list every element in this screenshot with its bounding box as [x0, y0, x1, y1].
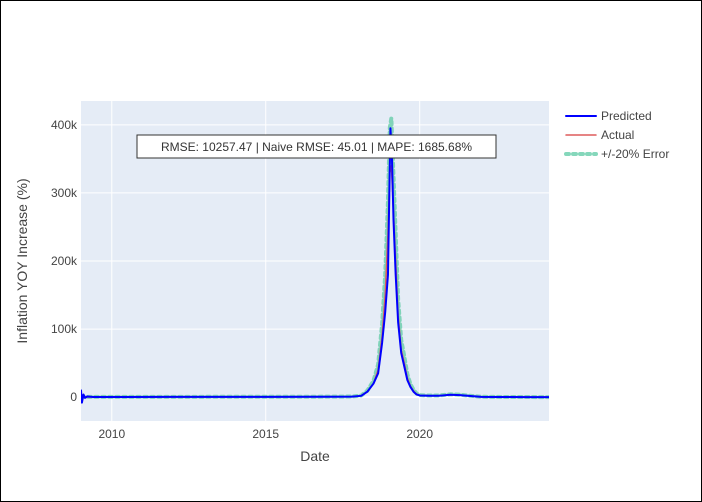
annotation-box: RMSE: 10257.47 | Naive RMSE: 45.01 | MAP… — [136, 134, 497, 159]
y-tick-label: 300k — [51, 186, 78, 200]
x-axis-title: Date — [300, 448, 330, 464]
annotation-text: RMSE: 10257.47 | Naive RMSE: 45.01 | MAP… — [161, 140, 472, 154]
legend: Predicted Actual +/-20% Error — [564, 109, 669, 161]
x-tick-label: 2020 — [406, 427, 433, 441]
y-axis-title: Inflation YOY Increase (%) — [14, 178, 30, 343]
y-tick-label: 100k — [51, 322, 78, 336]
series-line-predicted — [81, 127, 549, 404]
y-tick-label: 0 — [70, 390, 77, 404]
legend-label: Predicted — [601, 109, 652, 123]
x-tick-label: 2010 — [98, 427, 125, 441]
tick-labels: 2010 2015 2020 0 100k 200k 300k 400k — [51, 118, 433, 441]
y-tick-label: 200k — [51, 254, 78, 268]
x-tick-label: 2015 — [252, 427, 279, 441]
annotation-border — [136, 134, 497, 159]
y-tick-label: 400k — [51, 118, 78, 132]
series-group — [81, 116, 549, 404]
legend-label: +/-20% Error — [601, 147, 669, 161]
legend-label: Actual — [601, 128, 634, 142]
